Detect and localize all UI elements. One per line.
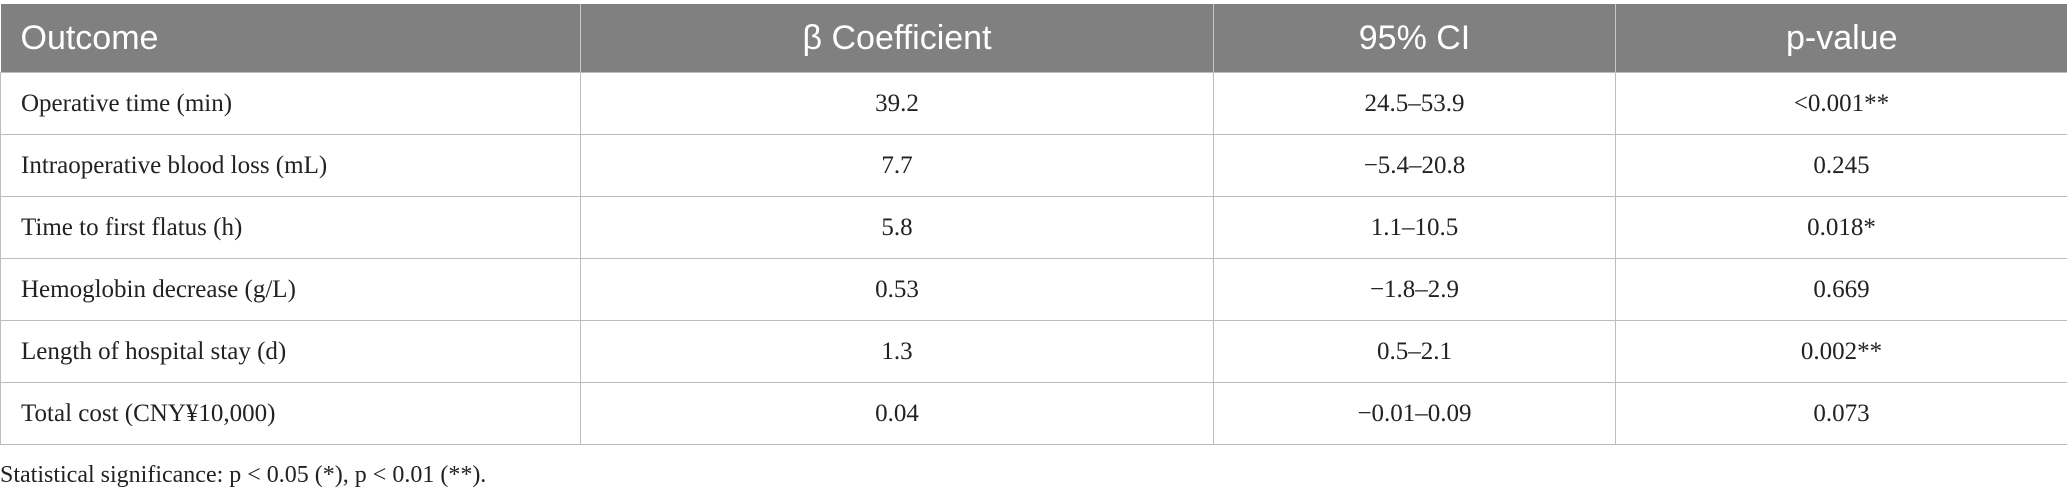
table-cell: 0.018* (1615, 196, 2067, 259)
table-cell: 39.2 (580, 72, 1214, 135)
table-cell: 0.53 (580, 258, 1214, 321)
header-cell: p-value (1615, 4, 2067, 73)
header-cell: Outcome (0, 4, 581, 73)
table-cell: 0.245 (1615, 134, 2067, 197)
table-cell: Length of hospital stay (d) (0, 320, 581, 383)
table-cell: Hemoglobin decrease (g/L) (0, 258, 581, 321)
table-cell: 0.04 (580, 382, 1214, 445)
table-cell: 1.3 (580, 320, 1214, 383)
table-cell: 1.1–10.5 (1213, 196, 1616, 259)
table-row: Time to first flatus (h) 5.8 1.1–10.5 0.018… (0, 196, 2067, 259)
footnote: Statistical significance: p < 0.05 (*), … (0, 462, 487, 488)
table-cell: 0.002** (1615, 320, 2067, 383)
table-cell: 0.669 (1615, 258, 2067, 321)
table-cell: Intraoperative blood loss (mL) (0, 134, 581, 197)
table-cell: 7.7 (580, 134, 1214, 197)
table-cell: 24.5–53.9 (1213, 72, 1616, 135)
header-cell: 95% CI (1213, 4, 1616, 73)
table-body: Operative time (min) 39.2 24.5–53.9 <0.001*… (0, 72, 2067, 445)
table-cell: 0.073 (1615, 382, 2067, 445)
table-row: Hemoglobin decrease (g/L) 0.53 −1.8–2.9 0.6… (0, 258, 2067, 321)
table-cell: −0.01–0.09 (1213, 382, 1616, 445)
table-cell: <0.001** (1615, 72, 2067, 135)
table-cell: −1.8–2.9 (1213, 258, 1616, 321)
table-cell: 5.8 (580, 196, 1214, 259)
table-cell: 0.5–2.1 (1213, 320, 1616, 383)
header-row: Outcome β Coefficient 95% CI p-value (0, 4, 2067, 73)
table-row: Operative time (min) 39.2 24.5–53.9 <0.001*… (0, 72, 2067, 135)
table-row: Length of hospital stay (d) 1.3 0.5–2.1 0.0… (0, 320, 2067, 383)
results-table: Outcome β Coefficient 95% CI p-value Operat… (0, 4, 2067, 445)
table-row: Total cost (CNY¥10,000) 0.04 −0.01–0.09 0.0… (0, 382, 2067, 445)
table-cell: Total cost (CNY¥10,000) (0, 382, 581, 445)
table-cell: Time to first flatus (h) (0, 196, 581, 259)
table-cell: Operative time (min) (0, 72, 581, 135)
table-row: Intraoperative blood loss (mL) 7.7 −5.4–20… (0, 134, 2067, 197)
header-cell: β Coefficient (580, 4, 1214, 73)
table-cell: −5.4–20.8 (1213, 134, 1616, 197)
